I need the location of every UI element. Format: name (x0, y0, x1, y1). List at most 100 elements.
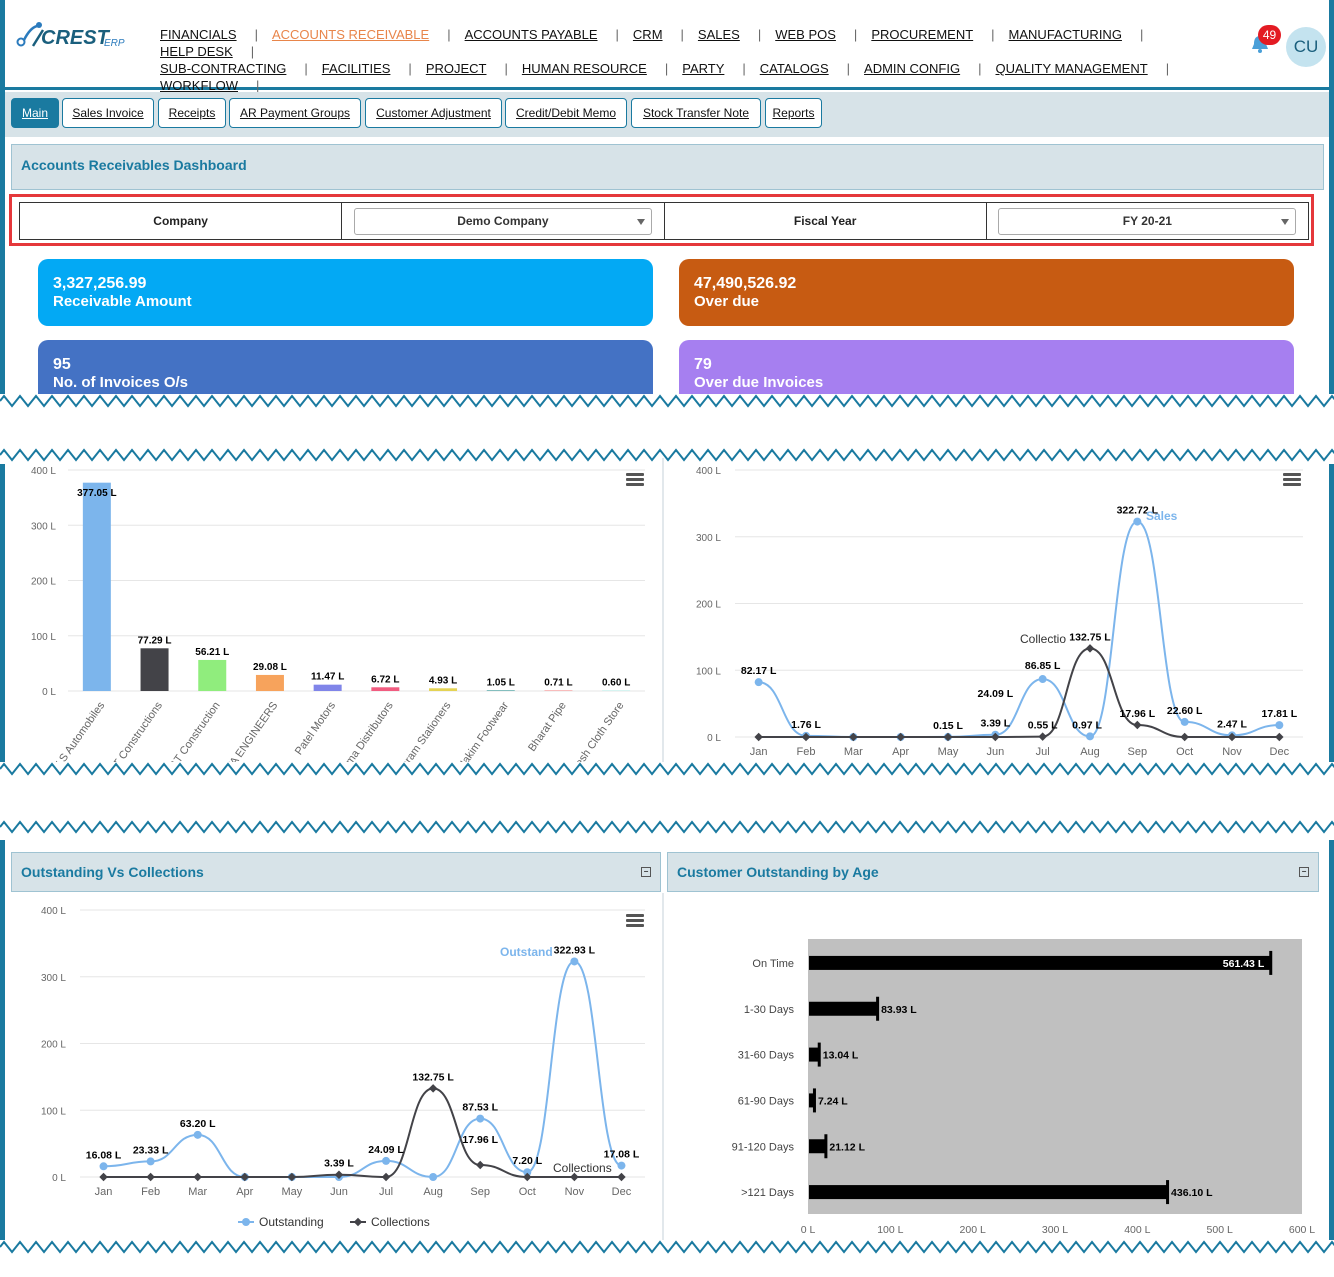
menu-link[interactable]: FINANCIALS (160, 27, 237, 42)
chevron-down-icon (1281, 218, 1290, 225)
chart-menu-icon[interactable] (626, 914, 644, 928)
menu-link[interactable]: PROCUREMENT (871, 27, 974, 42)
brand-name: CREST (41, 27, 111, 49)
menu-separator: | (991, 27, 995, 42)
top-header: CREST ERP FINANCIALS | ACCOUNTS RECEIVABLE… (5, 0, 1329, 93)
minimize-icon[interactable]: − (641, 867, 651, 877)
series-marker (523, 1168, 532, 1177)
tab-sales-invoice[interactable]: Sales Invoice (62, 98, 154, 128)
menu-separator: | (408, 61, 412, 76)
x-tick-label: L&T Constructions (103, 699, 165, 770)
menu-link[interactable]: ACCOUNTS RECEIVABLE (271, 27, 430, 42)
y-tick-label: 100 L (696, 666, 721, 677)
chart-menu-icon[interactable] (626, 473, 644, 487)
menu-link[interactable]: SUB-CONTRACTING (160, 61, 287, 76)
tab-ar-payment-groups[interactable]: AR Payment Groups (229, 98, 361, 128)
tab-credit-debit-memo[interactable]: Credit/Debit Memo (505, 98, 627, 128)
data-label: 7.24 L (818, 1095, 848, 1107)
x-tick-label: Aug (423, 1186, 443, 1198)
y-tick-label: 400 L (696, 466, 721, 477)
company-select-value: Demo Company (457, 214, 549, 228)
card-receivable-amount[interactable]: 3,327,256.99 Receivable Amount (38, 259, 653, 326)
menu-separator: | (504, 61, 508, 76)
data-label: 17.96 L (462, 1134, 498, 1146)
menu-item: CATALOGS | (760, 60, 864, 77)
menu-item: FINANCIALS | (160, 26, 272, 43)
series-marker (1180, 732, 1189, 742)
data-label: 0.60 L (602, 678, 630, 689)
fiscal-year-select[interactable]: FY 20-21 (998, 207, 1297, 235)
chart-menu-icon[interactable] (1283, 473, 1301, 487)
menu-separator: | (254, 27, 258, 42)
menu-link[interactable]: QUALITY MANAGEMENT (995, 61, 1148, 76)
menu-link[interactable]: ADMIN CONFIG (864, 61, 961, 76)
age-bar-chart: 0 L 100 L 200 L 300 L 400 L 500 L 600 L On Time… (732, 939, 1315, 1236)
data-label: 87.53 L (462, 1102, 498, 1114)
menu-link[interactable]: CRM (632, 27, 663, 42)
tab-customer-adjustment[interactable]: Customer Adjustment (365, 98, 502, 128)
data-label: 6.72 L (371, 674, 399, 685)
x-tick-label: Apr (236, 1186, 253, 1198)
menu-link[interactable]: SALES (697, 27, 740, 42)
tab-reports[interactable]: Reports (765, 98, 822, 128)
menu-separator: | (250, 44, 255, 59)
brand-suffix: ERP (104, 38, 125, 49)
menu-link[interactable]: HUMAN RESOURCE (521, 61, 647, 76)
data-label: 4.93 L (429, 675, 457, 686)
x-tick-label: Sep (1128, 746, 1148, 758)
series-marker (991, 732, 1000, 742)
card-label: Over due Invoices (694, 374, 824, 391)
x-tick-label: 200 L (960, 1224, 986, 1236)
tab-receipts[interactable]: Receipts (158, 98, 226, 128)
legend-item-outstanding: Outstanding (259, 1215, 324, 1229)
data-label: 7.20 L (512, 1155, 542, 1167)
data-label: 436.10 L (1171, 1187, 1213, 1199)
menu-link[interactable]: CATALOGS (759, 61, 829, 76)
tab-main[interactable]: Main (11, 98, 59, 128)
notification-badge[interactable]: 49 (1258, 25, 1281, 45)
x-tick-label: Feb (141, 1186, 160, 1198)
data-label: 0.15 L (933, 720, 963, 732)
menu-link[interactable]: WEB POS (775, 27, 836, 42)
user-avatar[interactable]: CU (1286, 27, 1326, 67)
series-marker (475, 1160, 485, 1170)
card-over-due[interactable]: 47,490,526.92 Over due (679, 259, 1294, 326)
menu-link[interactable]: MANUFACTURING (1008, 27, 1122, 42)
series-line (103, 960, 622, 1179)
series-marker (99, 1172, 108, 1182)
x-tick-label: Jul (1036, 746, 1050, 758)
menu-item: ADMIN CONFIG | (864, 60, 995, 77)
bar (255, 674, 284, 691)
company-select[interactable]: Demo Company (353, 207, 652, 235)
data-label: 21.12 L (829, 1141, 865, 1153)
crest-logo[interactable]: CREST ERP (15, 18, 145, 52)
series-marker (617, 1172, 626, 1182)
menu-link[interactable]: FACILITIES (321, 61, 391, 76)
y-tick-label: 200 L (41, 1040, 66, 1051)
bar (486, 690, 515, 691)
x-tick-label: Jan (750, 746, 768, 758)
series-marker (382, 1156, 391, 1165)
menu-link[interactable]: WORKFLOW (160, 78, 238, 93)
x-tick-label: Ganesh Cloth Store (561, 700, 626, 770)
tab-stock-transfer-note[interactable]: Stock Transfer Note (631, 98, 761, 128)
data-label: 0.55 L (1028, 720, 1058, 732)
data-label: 83.93 L (881, 1004, 917, 1016)
series-marker (1180, 717, 1189, 726)
series-marker (146, 1172, 155, 1182)
x-tick-label: Jun (986, 746, 1004, 758)
menu-link[interactable]: HELP DESK (160, 44, 233, 59)
series-marker (754, 678, 763, 687)
fiscal-year-label: Fiscal Year (665, 203, 987, 239)
menu-separator: | (742, 61, 746, 76)
y-tick-label: 100 L (41, 1106, 66, 1117)
minimize-icon[interactable]: − (1299, 867, 1309, 877)
cut-separator (0, 394, 1334, 464)
menu-link[interactable]: PROJECT (425, 61, 487, 76)
y-tick-label: 61-90 Days (738, 1095, 795, 1107)
outstanding-panel-header: Outstanding Vs Collections − (11, 852, 661, 892)
cut-separator (0, 762, 1334, 840)
menu-link[interactable]: PARTY (682, 61, 725, 76)
menu-link[interactable]: ACCOUNTS PAYABLE (464, 27, 598, 42)
series-marker (754, 732, 763, 742)
